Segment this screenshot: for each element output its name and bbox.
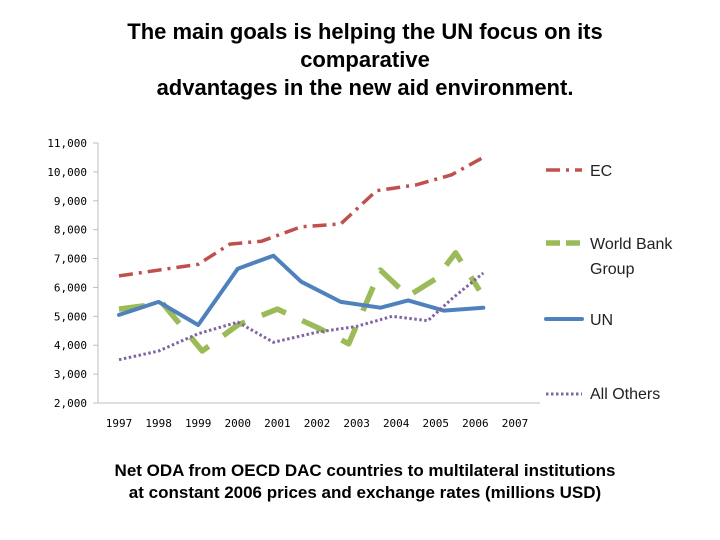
y-tick-label: 10,000 — [47, 166, 87, 179]
y-tick-labels: 2,000 3,000 4,000 5,000 6,000 7,000 8,000 9,000… — [47, 137, 98, 410]
x-tick-labels: 1997 1998 1999 2000 2001 2002 2003 2004 2005 2006… — [106, 417, 529, 430]
legend-label: World Bank Group — [590, 236, 673, 278]
y-tick-label: 11,000 — [47, 137, 87, 150]
caption-line-2: at constant 2006 prices and exchange rat… — [128, 483, 602, 502]
title-line-3: advantages in the new aid environment. — [156, 75, 574, 100]
slide-title: The main goals is helping the UN focus o… — [40, 18, 690, 102]
series-line-world-bank-group — [118, 250, 482, 354]
axis-layer — [97, 143, 540, 404]
x-tick-label: 2006 — [462, 417, 489, 430]
series-line-all-others — [118, 271, 485, 362]
x-tick-label: 2003 — [343, 417, 370, 430]
series-line-ec — [118, 155, 485, 278]
y-tick-label: 9,000 — [54, 195, 87, 208]
legend: EC World Bank Group UN All Others — [544, 163, 673, 403]
legend-label: EC — [590, 163, 612, 180]
series-lines — [117, 155, 486, 362]
chart-caption: Net ODA from OECD DAC countries to multi… — [40, 460, 690, 504]
y-tick-label: 7,000 — [54, 253, 87, 266]
x-tick-label: 1998 — [145, 417, 172, 430]
legend-label: All Others — [590, 386, 660, 403]
x-tick-label: 2004 — [383, 417, 410, 430]
y-tick-label: 4,000 — [54, 339, 87, 352]
y-tick-label: 2,000 — [54, 397, 87, 410]
x-tick-label: 1997 — [106, 417, 133, 430]
y-tick-label: 8,000 — [54, 224, 87, 237]
x-tick-label: 2000 — [225, 417, 252, 430]
x-tick-label: 2001 — [264, 417, 291, 430]
series-line-un — [117, 253, 486, 327]
x-tick-label: 2007 — [502, 417, 529, 430]
x-tick-label: 1999 — [185, 417, 212, 430]
title-line-2: comparative — [300, 47, 430, 72]
title-line-1: The main goals is helping the UN focus o… — [127, 19, 603, 44]
x-tick-label: 2005 — [423, 417, 450, 430]
y-tick-label: 3,000 — [54, 368, 87, 381]
caption-line-1: Net ODA from OECD DAC countries to multi… — [114, 461, 616, 480]
y-tick-label: 5,000 — [54, 310, 87, 323]
x-tick-label: 2002 — [304, 417, 331, 430]
y-tick-label: 6,000 — [54, 281, 87, 294]
legend-label: UN — [590, 312, 613, 329]
